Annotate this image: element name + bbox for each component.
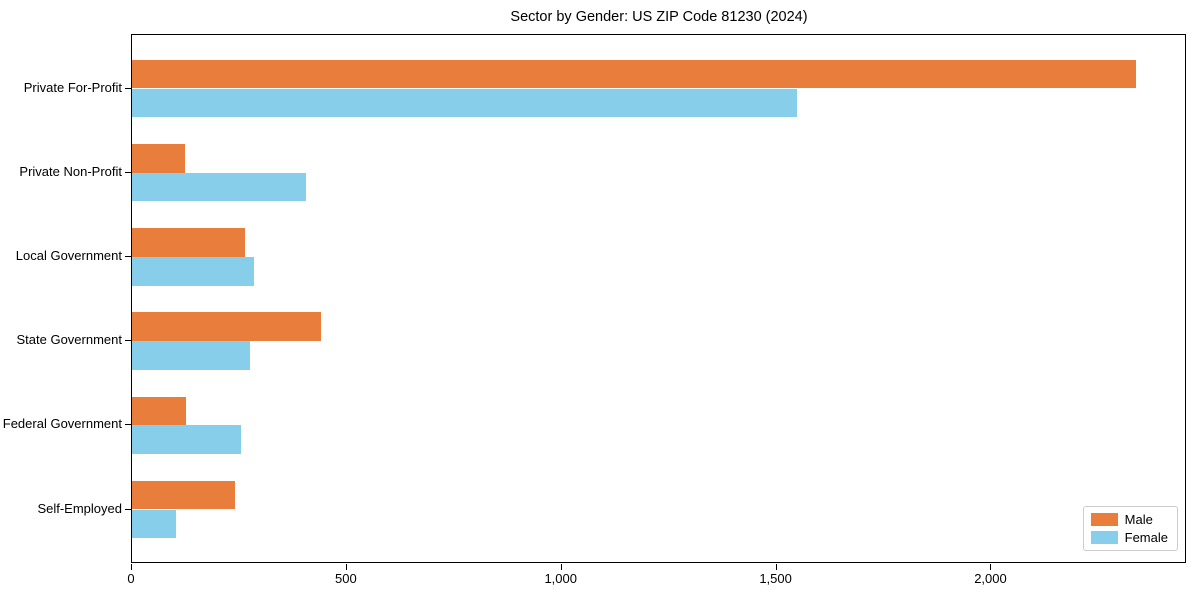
y-tick xyxy=(125,340,131,342)
x-axis-label-2000: 2,000 xyxy=(974,571,1007,586)
male-bar-private-non-profit xyxy=(132,144,185,173)
legend-label-female: Female xyxy=(1124,530,1168,545)
y-axis-label-private-non-profit: Private Non-Profit xyxy=(19,163,122,179)
legend: Male Female xyxy=(1082,506,1178,551)
x-tick xyxy=(990,564,992,570)
y-axis-label-federal-government: Federal Government xyxy=(2,416,122,432)
x-tick xyxy=(345,564,347,570)
chart-title: Sector by Gender: US ZIP Code 81230 (202… xyxy=(510,9,808,25)
y-tick xyxy=(125,255,131,257)
y-axis-label-local-government: Local Government xyxy=(15,247,122,263)
y-tick xyxy=(125,508,131,510)
male-bar-private-for-profit xyxy=(132,59,1136,89)
x-axis-label-500: 500 xyxy=(335,571,357,586)
x-tick xyxy=(775,564,777,570)
y-axis-label-self-employed: Self-Employed xyxy=(37,500,122,516)
male-bar-federal-government xyxy=(132,396,187,426)
y-axis-label-state-government: State Government xyxy=(16,332,123,348)
y-tick xyxy=(125,171,131,173)
legend-item-male: Male xyxy=(1090,512,1168,527)
female-bar-state-government xyxy=(132,341,250,370)
x-tick xyxy=(560,564,562,570)
female-bar-private-non-profit xyxy=(132,172,306,202)
female-bar-private-for-profit xyxy=(132,88,798,118)
legend-item-female: Female xyxy=(1090,530,1168,545)
legend-swatch-female xyxy=(1090,531,1118,544)
x-tick xyxy=(131,564,132,570)
female-bar-local-government xyxy=(132,256,255,286)
male-bar-self-employed xyxy=(132,480,235,510)
female-bar-federal-government xyxy=(132,425,241,454)
x-axis-label-0: 0 xyxy=(127,571,135,586)
y-tick xyxy=(125,87,131,89)
plot-area: Male Female xyxy=(131,34,1186,563)
male-bar-state-government xyxy=(132,312,321,342)
x-axis-label-1500: 1,500 xyxy=(759,571,792,586)
y-tick xyxy=(125,424,131,426)
legend-swatch-male xyxy=(1090,513,1118,526)
y-axis-label-private-for-profit: Private For-Profit xyxy=(23,79,122,95)
x-axis-label-1000: 1,000 xyxy=(544,571,577,586)
male-bar-local-government xyxy=(132,228,246,257)
female-bar-self-employed xyxy=(132,509,177,539)
legend-label-male: Male xyxy=(1124,512,1153,527)
